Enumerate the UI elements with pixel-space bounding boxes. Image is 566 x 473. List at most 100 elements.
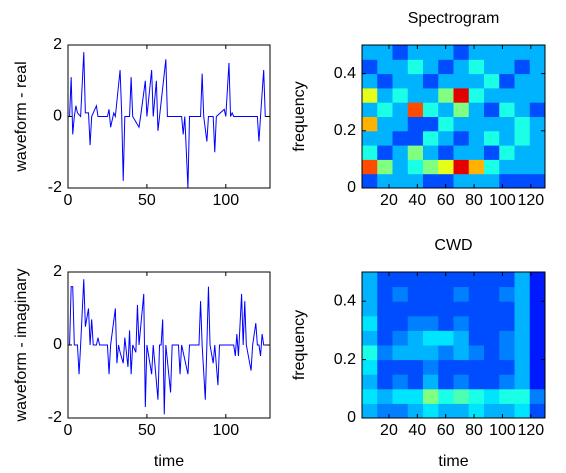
heatmap-cell — [468, 359, 485, 375]
heatmap-cell — [438, 374, 454, 390]
heatmap-cell — [468, 403, 485, 419]
heatmap-cell — [514, 159, 531, 175]
heatmap-cell — [529, 59, 546, 75]
heatmap-cell — [529, 359, 546, 375]
heatmap-cell — [529, 374, 546, 390]
heatmap-cell — [407, 345, 424, 361]
heatmap-cell — [529, 345, 546, 361]
heatmap-cell — [407, 145, 424, 160]
heatmap-cell — [407, 359, 424, 375]
heatmap-cell — [499, 73, 515, 89]
heatmap-cell — [362, 145, 378, 160]
heatmap-cell — [438, 173, 454, 189]
heatmap-cell — [453, 272, 470, 288]
heatmap-cell — [438, 301, 454, 317]
heatmap-cell — [423, 272, 439, 288]
heatmap-cell — [392, 87, 409, 103]
heatmap-cell — [468, 73, 485, 89]
heatmap-cell — [499, 45, 515, 60]
x-tick-label: 50 — [138, 422, 156, 439]
heatmap-cell — [423, 345, 439, 361]
y-tick-label: 0 — [347, 409, 356, 426]
heatmap-cell — [407, 87, 424, 103]
heatmap-cell — [438, 45, 454, 60]
heatmap-cell — [499, 59, 515, 75]
heatmap-cell — [362, 130, 378, 146]
heatmap-cell — [499, 145, 515, 160]
heatmap-cell — [499, 374, 515, 390]
heatmap-cell — [529, 173, 546, 189]
heatmap-cell — [484, 173, 500, 189]
heatmap-cell — [499, 87, 515, 103]
heatmap-cell — [499, 359, 515, 375]
y-tick-label: 0.2 — [334, 122, 356, 139]
heatmap-cell — [438, 159, 454, 175]
heatmap-cell — [423, 87, 439, 103]
heatmap-cell — [407, 116, 424, 132]
heatmap-cell — [377, 45, 393, 60]
heatmap-cell — [484, 145, 500, 160]
heatmap-cell — [407, 403, 424, 419]
x-tick-label: 120 — [517, 192, 544, 209]
heatmap-cell — [453, 359, 470, 375]
heatmap-cell — [484, 272, 500, 288]
heatmap-cell — [529, 87, 546, 103]
line — [69, 279, 270, 415]
x-tick-label: 100 — [212, 422, 239, 439]
heatmap-cell — [377, 315, 393, 331]
heatmap-cell — [514, 59, 531, 75]
heatmap-cell — [484, 73, 500, 89]
heatmap-cell — [423, 159, 439, 175]
heatmap-cell — [499, 130, 515, 146]
heatmap-cell — [484, 45, 500, 60]
heatmap-cell — [499, 286, 515, 302]
y-tick-label: 0 — [53, 108, 62, 125]
heatmap-cell — [468, 345, 485, 361]
heatmap-cell — [362, 330, 378, 346]
heatmap-cell — [453, 330, 470, 346]
heatmap-cell — [362, 345, 378, 361]
y-tick-label: -2 — [48, 409, 62, 426]
heatmap-cell — [377, 87, 393, 103]
heatmap-cell — [362, 359, 378, 375]
heatmap-cell — [499, 388, 515, 404]
y-axis-label: waveform - real — [13, 61, 30, 172]
heatmap-cell — [407, 73, 424, 89]
heatmap-cell — [423, 45, 439, 60]
heatmap-cell — [377, 173, 393, 189]
heatmap-cell — [468, 301, 485, 317]
x-tick-label: 0 — [64, 192, 73, 209]
heatmap-cell — [484, 388, 500, 404]
heatmap-cell — [423, 286, 439, 302]
heatmap-cell — [499, 403, 515, 419]
heatmap-cell — [484, 130, 500, 146]
heatmap-cell — [468, 159, 485, 175]
heatmap-cell — [529, 301, 546, 317]
heatmap-cell — [392, 388, 409, 404]
heatmap-cell — [499, 345, 515, 361]
heatmap-cell — [484, 159, 500, 175]
heatmap-cell — [392, 102, 409, 117]
heatmap-cell — [484, 345, 500, 361]
heatmap-cell — [499, 272, 515, 288]
heatmap-cell — [514, 315, 531, 331]
heatmap-cell — [529, 286, 546, 302]
heatmap-cell — [514, 145, 531, 160]
heatmap-cell — [514, 301, 531, 317]
heatmap-cell — [362, 59, 378, 75]
x-tick-label: 20 — [380, 192, 398, 209]
heatmap-cell — [499, 159, 515, 175]
heatmap-cell — [362, 403, 378, 419]
heatmap-cell — [438, 330, 454, 346]
heatmap-cell — [362, 102, 378, 117]
x-axis-label: time — [154, 453, 184, 470]
heatmap-cell — [362, 301, 378, 317]
heatmap-cell — [362, 374, 378, 390]
heatmap-cell — [377, 116, 393, 132]
heatmap-cell — [484, 116, 500, 132]
heatmap-cell — [484, 286, 500, 302]
heatmap-cell — [438, 102, 454, 117]
heatmap-cell — [362, 173, 378, 189]
heatmap-cell — [468, 272, 485, 288]
heatmap-cell — [407, 272, 424, 288]
